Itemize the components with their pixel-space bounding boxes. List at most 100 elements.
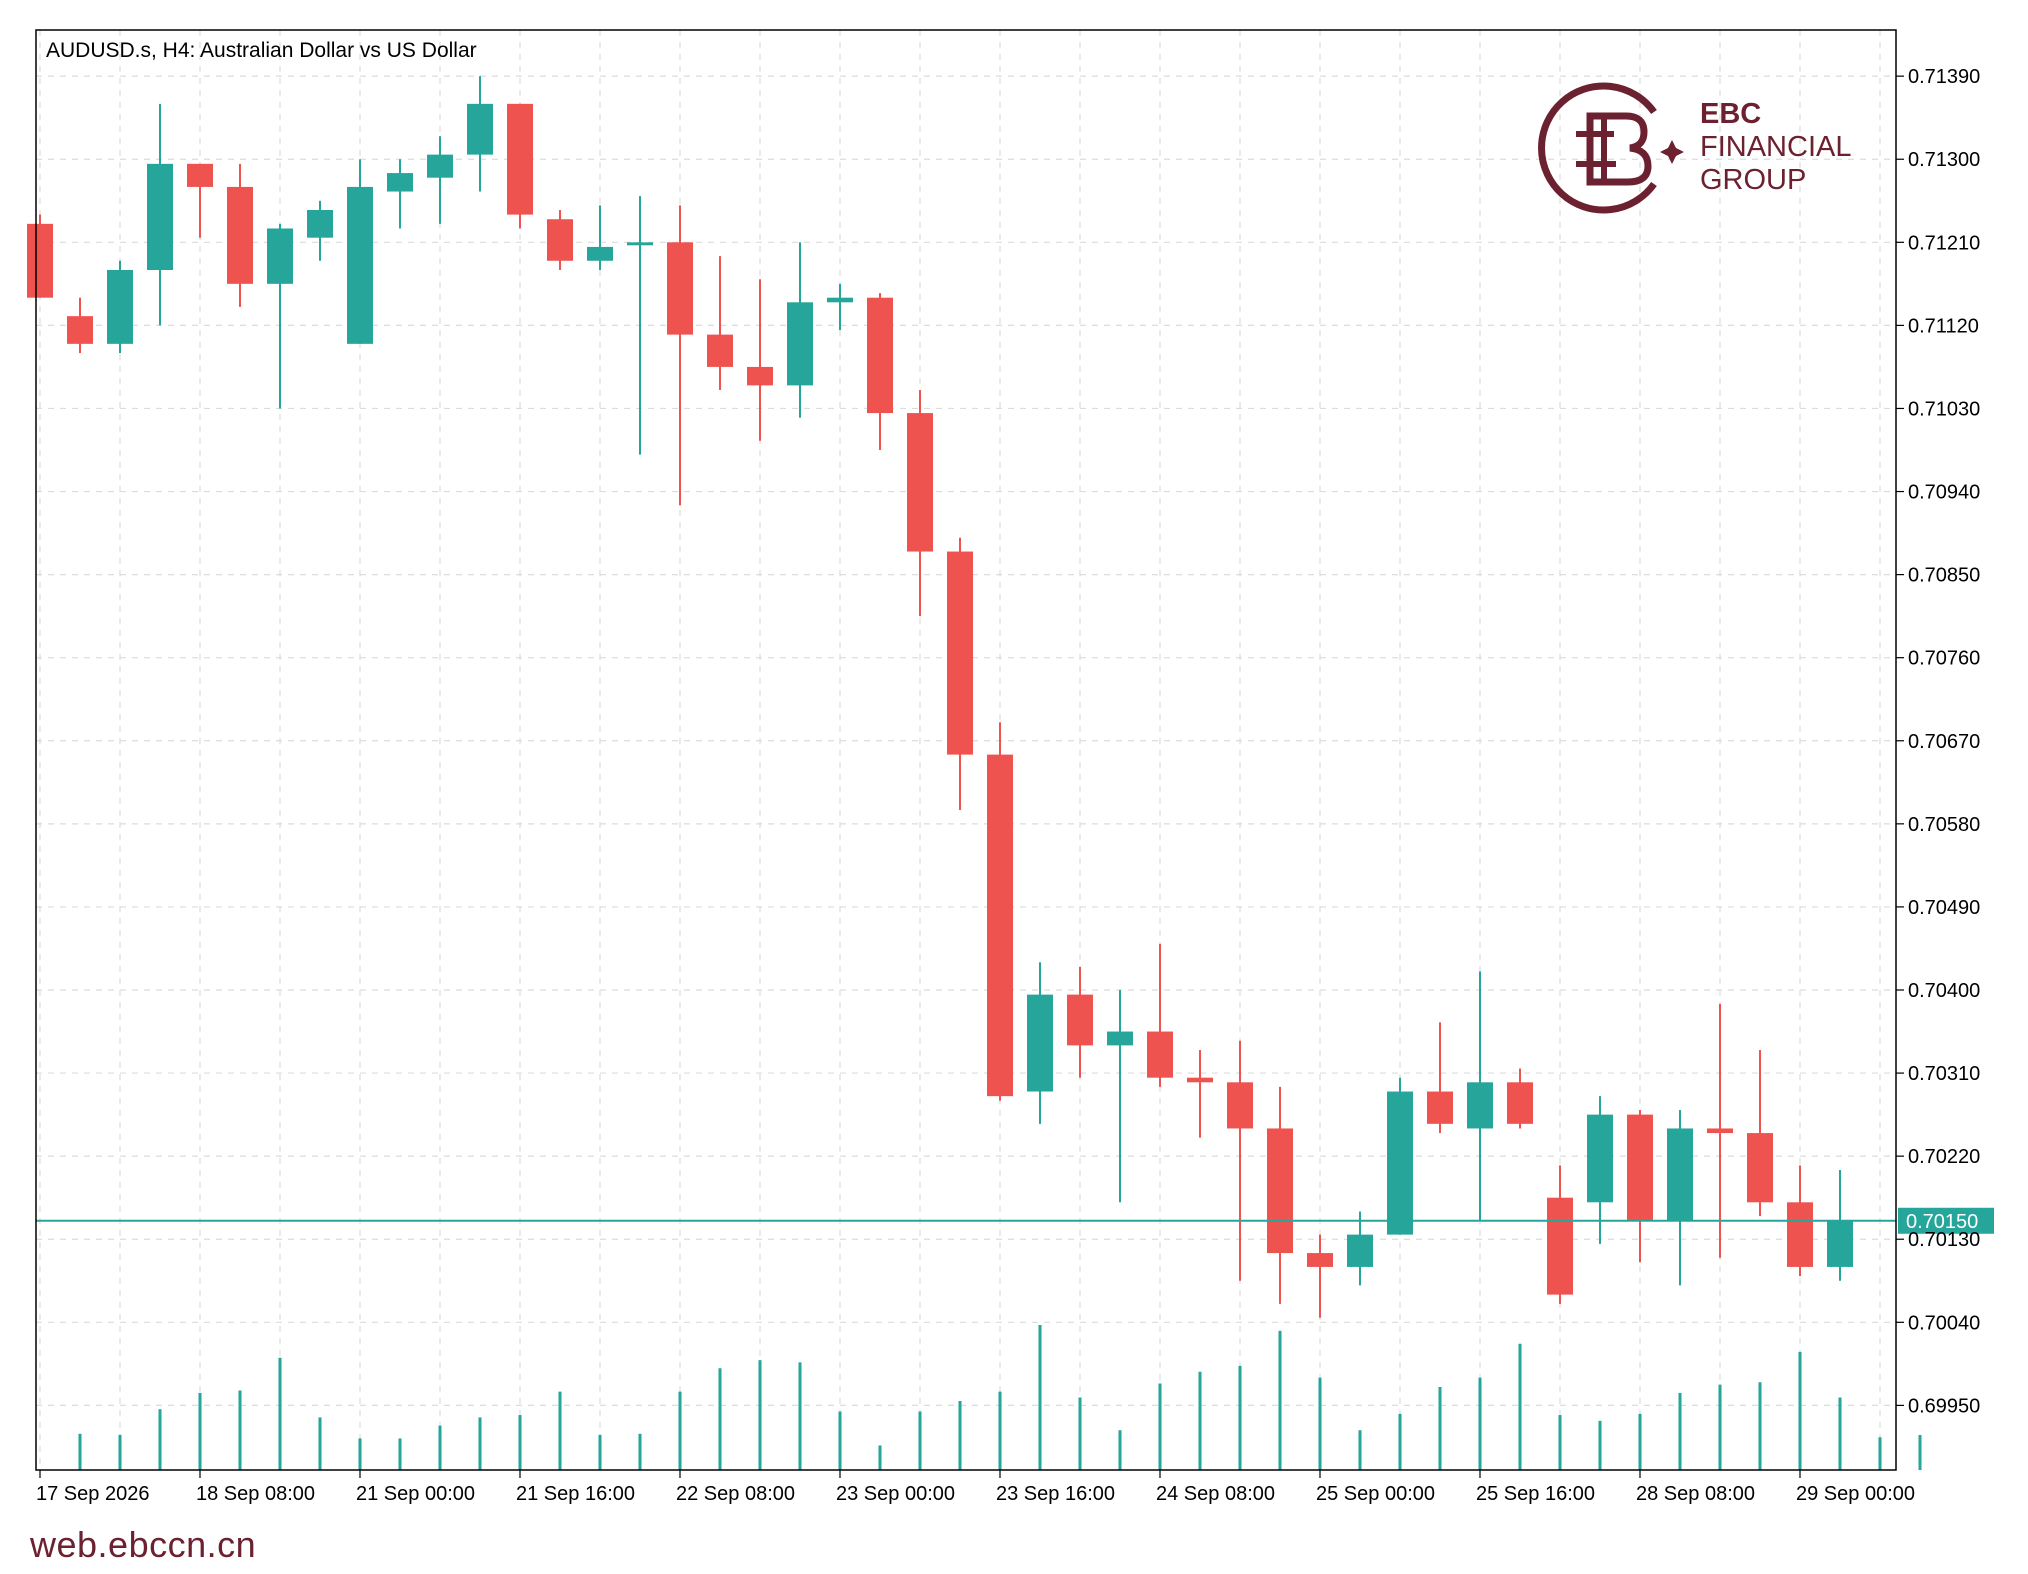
- candle-bearish: [1547, 1165, 1573, 1304]
- candle-body: [987, 754, 1013, 1097]
- y-tick-label: 0.70310: [1908, 1063, 1980, 1085]
- candle-body: [107, 270, 133, 344]
- candle-bearish: [907, 390, 933, 617]
- current-price-label: 0.70150: [1906, 1211, 1978, 1233]
- candle-bullish: [787, 242, 813, 418]
- candle-body: [387, 173, 413, 192]
- candle-body: [867, 297, 893, 414]
- candle-body: [187, 163, 213, 187]
- candle-body: [1347, 1234, 1373, 1267]
- candle-bearish: [947, 537, 973, 810]
- candle-bullish: [347, 159, 373, 344]
- x-tick-label: 21 Sep 00:00: [356, 1483, 475, 1505]
- logo-line-group: GROUP: [1700, 164, 1807, 196]
- candle-bearish: [867, 293, 893, 450]
- candle-bullish: [627, 196, 653, 455]
- candle-bearish: [1227, 1040, 1253, 1281]
- candle-bearish: [1307, 1234, 1333, 1318]
- y-tick-label: 0.71120: [1908, 315, 1979, 337]
- footer-website-link[interactable]: web.ebccn.cn: [30, 1524, 257, 1565]
- ebc-logo: EBC FINANCIAL GROUP: [1536, 78, 1866, 218]
- candle-body: [1507, 1082, 1533, 1124]
- x-tick-label: 29 Sep 00:00: [1796, 1483, 1915, 1505]
- candle-body: [307, 210, 333, 238]
- candle-bearish: [1627, 1110, 1653, 1263]
- y-axis[interactable]: 0.71390 0.71300 0.71210 0.71120 0.71030 0.709…: [1896, 66, 1980, 1417]
- chart-title: AUDUSD.s, H4: Australian Dollar vs US Do…: [46, 39, 477, 62]
- x-tick-label: 21 Sep 16:00: [516, 1483, 635, 1505]
- candle-bullish: [467, 76, 493, 192]
- x-tick-label: 18 Sep 08:00: [196, 1483, 315, 1505]
- current-price-badge: [1898, 1207, 1994, 1234]
- candle-bullish: [827, 283, 853, 330]
- candle-body: [667, 242, 693, 335]
- candle-bullish: [1467, 971, 1493, 1221]
- candle-body: [907, 413, 933, 552]
- candle-body: [1547, 1197, 1573, 1295]
- candle-body: [1787, 1202, 1813, 1267]
- candle-bearish: [27, 214, 53, 298]
- y-tick-label: 0.70580: [1908, 814, 1980, 836]
- logo-text: EBC FINANCIAL GROUP: [1700, 98, 1851, 197]
- candle-bearish: [67, 297, 93, 354]
- candle-bullish: [1827, 1170, 1853, 1281]
- candle-bullish: [307, 200, 333, 261]
- candle-body: [1307, 1253, 1333, 1267]
- candle-body: [627, 242, 653, 246]
- candle-bullish: [387, 159, 413, 229]
- y-tick-label: 0.70490: [1908, 897, 1980, 919]
- candle-bullish: [1107, 990, 1133, 1203]
- candle-body: [507, 103, 533, 215]
- candle-body: [1147, 1031, 1173, 1078]
- candle-bullish: [1587, 1096, 1613, 1244]
- x-tick-label: 25 Sep 16:00: [1476, 1483, 1595, 1505]
- candle-body: [1267, 1128, 1293, 1254]
- candle-bearish: [1147, 943, 1173, 1087]
- y-tick-label: 0.70040: [1908, 1312, 1980, 1334]
- candle-bullish: [427, 136, 453, 224]
- candle-body: [467, 103, 493, 155]
- candle-body: [1827, 1220, 1853, 1267]
- candle-body: [547, 219, 573, 261]
- candle-bearish: [227, 163, 253, 307]
- candle-body: [947, 551, 973, 755]
- candle-body: [1427, 1091, 1453, 1124]
- candle-bullish: [1347, 1211, 1373, 1286]
- x-tick-label: 17 Sep 2026: [36, 1483, 149, 1505]
- candle-bullish: [1667, 1110, 1693, 1286]
- candles: [27, 76, 1853, 1318]
- y-tick-label: 0.70220: [1908, 1146, 1980, 1168]
- candle-body: [27, 223, 53, 298]
- candle-bearish: [1067, 966, 1093, 1078]
- current-price-line: 0.70150: [36, 1207, 1994, 1234]
- x-axis[interactable]: 17 Sep 2026 18 Sep 08:00 21 Sep 00:00 21 Se…: [36, 1470, 1915, 1505]
- y-tick-label: 0.70760: [1908, 648, 1980, 670]
- candle-body: [1707, 1128, 1733, 1134]
- candle-body: [1747, 1133, 1773, 1203]
- y-tick-label: 0.71030: [1908, 398, 1980, 420]
- candle-bullish: [1027, 962, 1053, 1124]
- candle-bearish: [547, 210, 573, 270]
- y-tick-label: 0.70400: [1908, 980, 1980, 1002]
- x-tick-label: 25 Sep 00:00: [1316, 1483, 1435, 1505]
- candle-body: [227, 186, 253, 284]
- candle-body: [1187, 1077, 1213, 1083]
- x-tick-label: 23 Sep 00:00: [836, 1483, 955, 1505]
- candle-body: [1067, 994, 1093, 1046]
- y-tick-label: 0.70130: [1908, 1229, 1980, 1251]
- candle-bearish: [987, 722, 1013, 1101]
- candle-body: [427, 154, 453, 178]
- candle-body: [67, 316, 93, 344]
- candle-body: [1587, 1114, 1613, 1203]
- candle-body: [347, 186, 373, 344]
- candle-bearish: [1507, 1068, 1533, 1129]
- y-tick-label: 0.70850: [1908, 565, 1980, 587]
- candle-body: [1027, 994, 1053, 1092]
- candle-body: [147, 163, 173, 270]
- y-tick-label: 0.69950: [1908, 1395, 1980, 1417]
- y-tick-label: 0.71390: [1908, 66, 1980, 88]
- candle-bearish: [1707, 1003, 1733, 1258]
- candle-body: [267, 228, 293, 284]
- logo-line-ebc: EBC: [1700, 98, 1762, 130]
- volume-bars: [78, 1325, 1922, 1470]
